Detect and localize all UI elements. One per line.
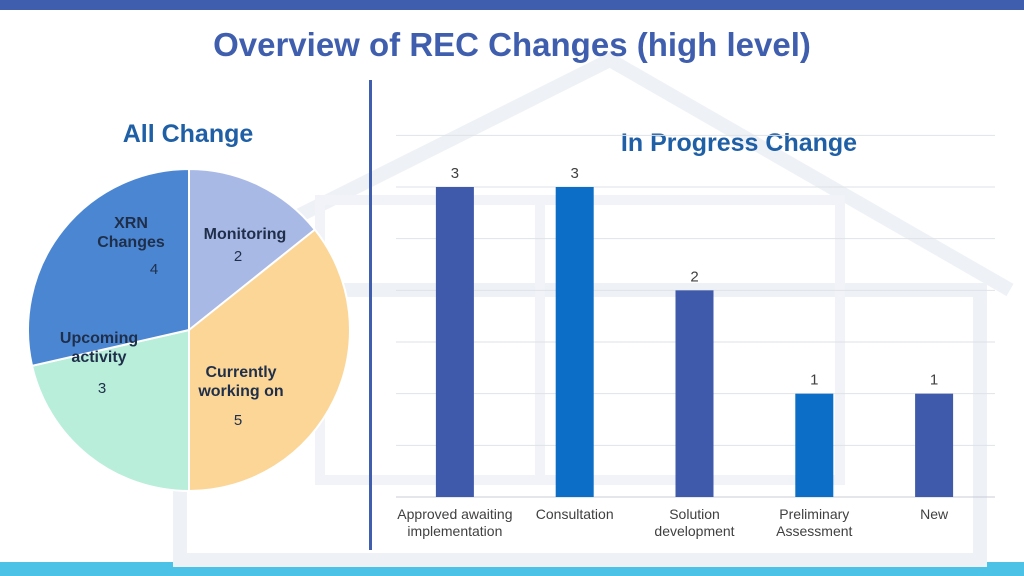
bar-chart-title: In Progress Change	[620, 129, 858, 157]
bar-preliminary-assessment	[795, 393, 834, 497]
bar-value-label-new: 1	[930, 372, 938, 389]
bar-value-label-preliminary-assessment: 1	[810, 372, 818, 389]
pie-value-upcoming-activity: 3	[98, 380, 106, 397]
top-accent-bar	[0, 0, 1024, 10]
bar-category-label-preliminary-assessment: Preliminary Assessment	[776, 506, 852, 539]
bar-value-label-approved-awaiting-implementation: 3	[451, 165, 459, 182]
bar-consultation	[555, 187, 594, 497]
pie-chart-title: All Change	[122, 120, 254, 148]
pie-label-monitoring: Monitoring	[204, 226, 287, 243]
bar-category-label-new: New	[920, 506, 949, 522]
bar-category-label-solution-development: Solution development	[654, 506, 734, 539]
section-divider	[369, 80, 372, 550]
pie-value-xrn-changes: 4	[150, 261, 158, 278]
pie-slice-xrn-changes	[27, 167, 190, 368]
bar-new	[915, 393, 954, 497]
bar-approved-awaiting-implementation	[435, 187, 474, 497]
pie-label-upcoming-activity: Upcoming activity	[60, 330, 138, 366]
bar-category-label-approved-awaiting-implementation: Approved awaiting implementation	[397, 506, 512, 539]
pie-value-currently-working-on: 5	[234, 412, 242, 429]
bar-category-label-consultation: Consultation	[536, 506, 614, 522]
bar-value-label-solution-development: 2	[690, 268, 698, 285]
pie-slice-monitoring	[188, 167, 317, 333]
bar-value-label-consultation: 3	[571, 165, 579, 182]
pie-slice-currently-working-on	[188, 228, 351, 493]
bar-chart: 3 Approved awaiting implementation 3 Consult…	[396, 134, 995, 539]
pie-label-currently-working-on: Currently working on	[197, 364, 283, 400]
pie-label-xrn-changes: XRN Changes	[97, 215, 165, 251]
bar-solution-development	[675, 290, 714, 497]
pie-value-monitoring: 2	[234, 248, 242, 265]
pie-slice-upcoming-activity	[30, 328, 190, 493]
pie-chart: Monitoring 2 Currently working on 5 Upcoming a…	[27, 167, 351, 493]
page-title: Overview of REC Changes (high level)	[213, 26, 811, 63]
